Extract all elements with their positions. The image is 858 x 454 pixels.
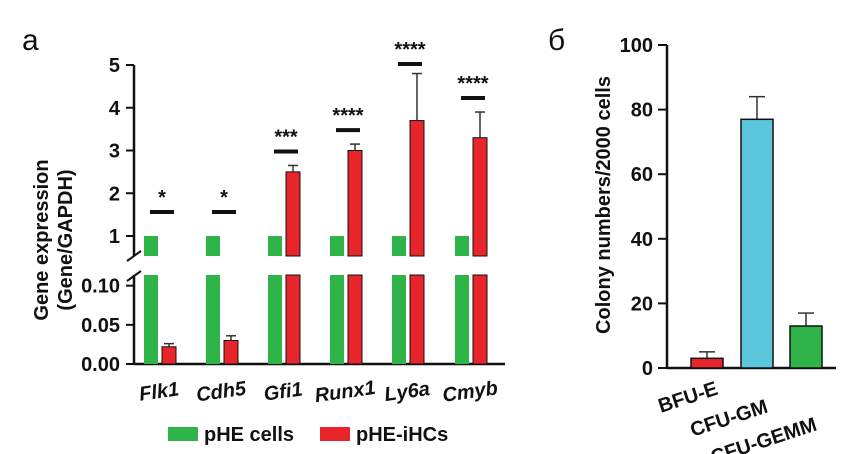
chart-a-axis-break-mark (126, 250, 142, 262)
chart-a-ytick-label: 5 (109, 55, 120, 77)
chart-a-legend: pHE cells pHE-iHCs (168, 424, 448, 446)
chart-b-colony-numbers: Colony numbers/2000 cells 0 20 40 60 80 100 BF… (593, 35, 836, 454)
chart-b-bar-bfu-e (690, 357, 724, 369)
chart-a-ylabel-line2: (Gene/GAPDH) (55, 169, 77, 310)
chart-a-ytick-label: 4 (109, 98, 121, 120)
chart-b-category-label: BFU-E (656, 378, 721, 418)
chart-b-ytick-label: 20 (631, 293, 653, 315)
legend-swatch-phe-cells (168, 427, 198, 441)
chart-a-bar-phe-cells (455, 236, 469, 256)
legend-swatch-phe-ihcs (320, 427, 350, 441)
chart-a-category-label: Runx1 (313, 377, 377, 407)
chart-a-ytick-label: 0.00 (81, 354, 120, 376)
chart-a-bar-phe-ihcs-lower (347, 274, 363, 365)
chart-b-ylabel: Colony numbers/2000 cells (593, 76, 615, 334)
chart-a-significance-label: * (220, 187, 228, 209)
chart-a-ytick-label: 2 (109, 183, 120, 205)
chart-a-category-label: Flk1 (138, 378, 181, 405)
chart-a-bar-phe-cells (330, 236, 344, 256)
chart-a-category-label: Gfi1 (262, 378, 304, 405)
chart-a-category-label: Ly6a (383, 378, 431, 406)
chart-a-category-label: Cdh5 (195, 378, 248, 407)
chart-a-ytick-label: 0.05 (81, 315, 120, 337)
chart-b-bar-cfu-gemm (789, 325, 823, 369)
chart-a-bar-phe-cells-lower (455, 275, 469, 364)
chart-a-ytick-label: 0.10 (81, 276, 120, 298)
chart-a-bar-phe-cells (206, 236, 220, 256)
chart-a-significance-label: **** (457, 73, 488, 95)
chart-b-ytick-label: 80 (631, 100, 653, 122)
chart-a-bar-phe-cells-lower (392, 275, 406, 364)
chart-a-bar-phe-cells (392, 236, 406, 256)
chart-b-ytick-label: 100 (620, 35, 653, 57)
legend-label-phe-ihcs: pHE-iHCs (356, 424, 448, 446)
chart-a-bar-phe-cells-lower (330, 275, 344, 364)
legend-label-phe-cells: pHE cells (204, 424, 294, 446)
chart-a-gene-expression: Gene expression (Gene/GAPDH) 1 2 3 4 5 0.00 0.… (31, 39, 505, 446)
chart-a-category-label: Cmyb (441, 377, 499, 407)
chart-b-ytick-label: 0 (642, 358, 653, 380)
chart-a-bar-phe-cells-lower (268, 275, 282, 364)
chart-a-bar-phe-ihcs (161, 346, 177, 365)
chart-a-bar-phe-cells (144, 236, 158, 256)
chart-a-ytick-label: 1 (109, 226, 120, 248)
chart-a-bar-phe-cells (268, 236, 282, 256)
chart-a-ylabel-line1: Gene expression (31, 159, 53, 320)
chart-b-ytick-label: 60 (631, 164, 653, 186)
chart-a-bar-phe-ihcs-lower (285, 274, 301, 365)
chart-a-significance-label: **** (332, 105, 363, 127)
chart-a-bar-phe-ihcs (347, 150, 363, 257)
chart-b-ytick-label: 40 (631, 229, 653, 251)
chart-a-significance-label: **** (394, 39, 425, 61)
chart-a-bar-phe-ihcs-lower (409, 274, 425, 365)
chart-a-bar-phe-cells-lower (206, 275, 220, 364)
chart-a-significance-label: *** (274, 126, 298, 148)
panel-label-b: б (548, 24, 565, 57)
panel-label-a: а (22, 24, 39, 57)
chart-a-axis-break-mark (126, 270, 142, 282)
chart-b-bar-cfu-gm (740, 118, 774, 369)
chart-a-bar-phe-ihcs-lower (472, 274, 488, 365)
chart-a-bar-phe-cells-lower (144, 275, 158, 364)
chart-a-bar-phe-ihcs (472, 137, 488, 257)
chart-a-bar-phe-ihcs (223, 340, 239, 365)
chart-a-ytick-label: 3 (109, 141, 120, 163)
chart-a-bar-phe-ihcs (285, 171, 301, 257)
chart-a-bar-phe-ihcs (409, 120, 425, 257)
chart-a-significance-label: * (158, 187, 166, 209)
